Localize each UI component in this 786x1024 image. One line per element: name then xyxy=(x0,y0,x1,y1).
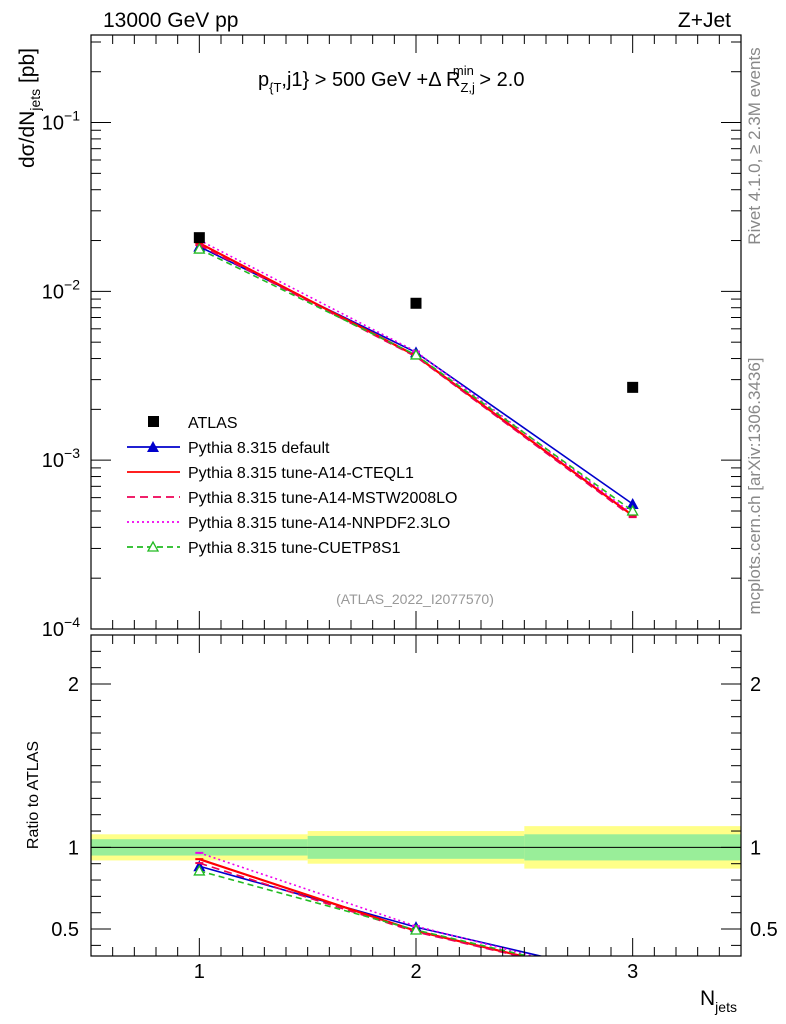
legend-entry: Pythia 8.315 tune-A14-CTEQL1 xyxy=(127,465,414,482)
legend-label: Pythia 8.315 default xyxy=(188,440,330,457)
y-axis-label: dσ/dNjets [pb] xyxy=(16,48,43,168)
process-label: Z+Jet xyxy=(678,9,731,32)
mcplots-label: mcplots.cern.ch [arXiv:1306.3436] xyxy=(745,357,764,614)
ratio-y-tick-labels: 0.5 0.5 1 1 2 2 xyxy=(51,674,778,941)
ratio-series-point xyxy=(409,923,423,935)
analysis-reference: (ATLAS_2022_I2077570) xyxy=(336,591,494,607)
ratio-panel-frame xyxy=(90,634,742,957)
x-axis-label: Njets xyxy=(700,987,737,1015)
ratio-panel: 0.5 0.5 1 1 2 2 xyxy=(51,634,778,957)
main-panel-frame xyxy=(90,34,742,630)
legend: ATLAS Pythia 8.315 default Pythia 8.315 tu… xyxy=(127,415,457,557)
ratio-y-tick-label-right: 1 xyxy=(750,837,761,859)
y-tick-label-base: 10 xyxy=(42,113,64,135)
main-panel-content xyxy=(193,232,639,519)
legend-entry: ATLAS xyxy=(148,415,238,432)
legend-entry: Pythia 8.315 tune-A14-MSTW2008LO xyxy=(127,490,457,507)
series-point xyxy=(626,504,639,516)
x-tick-label: 3 xyxy=(627,961,638,983)
data-point xyxy=(410,297,422,309)
rivet-version-label: Rivet 4.1.0, ≥ 2.3M events xyxy=(745,47,764,244)
legend-label: Pythia 8.315 tune-A14-MSTW2008LO xyxy=(188,490,457,507)
ratio-y-tick-label: 0.5 xyxy=(51,919,79,941)
legend-entry: Pythia 8.315 tune-CUETP8S1 xyxy=(127,540,401,557)
y-tick-label-exponent: −2 xyxy=(64,276,80,292)
data-point xyxy=(193,232,205,244)
legend-label: Pythia 8.315 tune-A14-CTEQL1 xyxy=(188,465,414,482)
legend-marker xyxy=(147,441,159,452)
y-tick-label: 10−4 xyxy=(42,614,80,641)
y-tick-label: 10−2 xyxy=(42,276,80,303)
series-line xyxy=(198,244,634,518)
legend-marker xyxy=(146,540,160,552)
y-tick-label-exponent: −3 xyxy=(64,445,80,461)
ratio-y-tick-label: 2 xyxy=(68,674,79,696)
legend-label: ATLAS xyxy=(188,415,238,432)
legend-swatch xyxy=(148,416,159,427)
y-tick-label-base: 10 xyxy=(42,619,64,641)
y-tick-label-exponent: −4 xyxy=(64,614,80,630)
y-tick-label-exponent: −1 xyxy=(64,108,80,124)
x-tick-label: 1 xyxy=(194,961,205,983)
main-panel: 10−110−210−310−4 xyxy=(42,34,742,641)
legend-label: Pythia 8.315 tune-A14-NNPDF2.3LO xyxy=(188,515,450,532)
x-tick-labels: 1 2 3 xyxy=(194,961,638,983)
ratio-panel-content xyxy=(91,826,741,956)
chart-title: p{T,j1} > 500 GeV +Δ RZ,jmin > 2.0 xyxy=(258,63,524,95)
data-point xyxy=(627,381,639,393)
series-line xyxy=(198,239,634,515)
legend-label: Pythia 8.315 tune-CUETP8S1 xyxy=(188,540,401,557)
legend-entry: Pythia 8.315 default xyxy=(127,440,330,457)
y-tick-label-base: 10 xyxy=(42,450,64,472)
x-tick-label: 2 xyxy=(410,961,421,983)
ratio-y-tick-label-right: 0.5 xyxy=(750,919,778,941)
legend-entry: Pythia 8.315 tune-A14-NNPDF2.3LO xyxy=(127,515,450,532)
ratio-series-line xyxy=(199,852,536,956)
main-y-tick-labels: 10−110−210−310−4 xyxy=(42,108,80,641)
ratio-y-tick-label: 1 xyxy=(68,837,79,859)
ratio-y-axis-label: Ratio to ATLAS xyxy=(25,741,42,849)
y-tick-label-base: 10 xyxy=(42,281,64,303)
y-tick-label: 10−1 xyxy=(42,108,80,135)
ratio-y-tick-label-right: 2 xyxy=(750,674,761,696)
energy-label: 13000 GeV pp xyxy=(103,9,238,32)
series-point xyxy=(193,242,206,254)
series-point xyxy=(626,498,639,510)
ratio-series-point xyxy=(193,864,206,876)
y-tick-label: 10−3 xyxy=(42,445,80,472)
ratio-axis-ticks xyxy=(90,634,742,956)
series-point xyxy=(409,348,423,360)
